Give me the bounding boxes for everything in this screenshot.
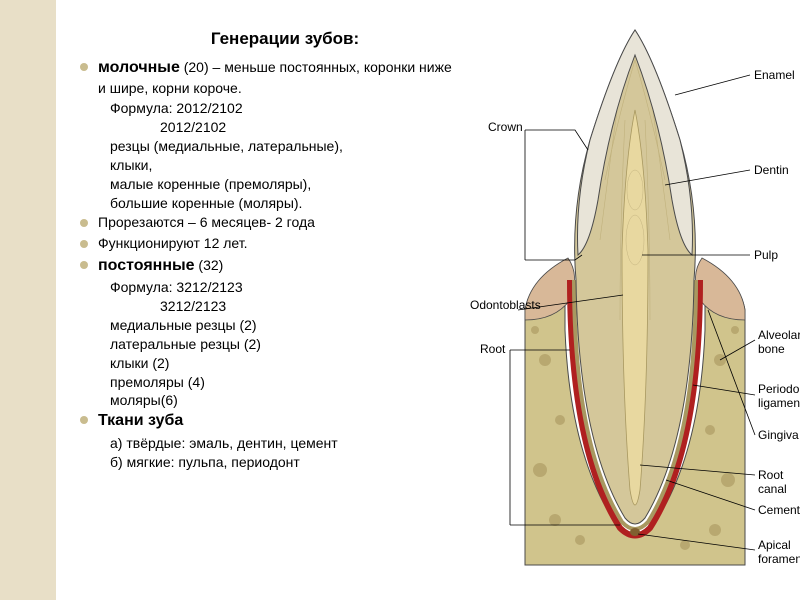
slide-title: Генерации зубов:	[110, 28, 460, 51]
deciduous-formula-2: 2012/2102	[160, 118, 460, 137]
permanent-lateral: латеральные резцы (2)	[110, 335, 460, 354]
deciduous-bold: молочные	[98, 59, 180, 76]
bullet-eruption: Прорезаются – 6 месяцев- 2 года	[80, 213, 460, 232]
background-stripe	[0, 0, 56, 600]
tissues-hard: а) твёрдые: эмаль, дентин, цемент	[110, 434, 460, 453]
label-crown: Crown	[488, 120, 523, 134]
deciduous-molars: большие коренные (моляры).	[110, 194, 460, 213]
label-pulp: Pulp	[754, 248, 778, 262]
label-dentin: Dentin	[754, 163, 789, 177]
label-cementum: Cementum	[758, 503, 800, 517]
label-root-canal: Root canal	[758, 468, 790, 496]
permanent-premolars: премоляры (4)	[110, 373, 460, 392]
label-alveolar-bone: Alveolar bone	[758, 328, 800, 356]
tooth-diagram: Crown Odontoblasts Root Enamel Dentin Pu…	[470, 20, 790, 580]
label-odontoblasts: Odontoblasts	[470, 298, 541, 312]
deciduous-premolars: малые коренные (премоляры),	[110, 175, 460, 194]
permanent-molars: моляры(6)	[110, 391, 460, 410]
deciduous-incisors: резцы (медиальные, латеральные),	[110, 137, 460, 156]
label-enamel: Enamel	[754, 68, 795, 82]
label-root: Root	[480, 342, 505, 356]
deciduous-formula-1: Формула: 2012/2102	[110, 99, 460, 118]
permanent-medial: медиальные резцы (2)	[110, 316, 460, 335]
label-apical-foramen: Apical foramen	[758, 538, 800, 566]
label-periodontal-ligament: Periodontal ligament	[758, 382, 800, 410]
tissues-heading: Ткани зуба	[98, 412, 183, 429]
permanent-formula-1: Формула: 3212/2123	[110, 278, 460, 297]
permanent-rest: (32)	[195, 257, 224, 273]
bullet-permanent: постоянные (32)	[80, 255, 460, 277]
bullet-function: Функционируют 12 лет.	[80, 234, 460, 253]
permanent-canines: клыки (2)	[110, 354, 460, 373]
permanent-bold: постоянные	[98, 257, 195, 274]
tissues-soft: б) мягкие: пульпа, периодонт	[110, 453, 460, 472]
text-column: Генерации зубов: молочные (20) – меньше …	[80, 28, 460, 472]
label-gingiva: Gingiva	[758, 428, 799, 442]
deciduous-canines: клыки,	[110, 156, 460, 175]
bullet-tissues: Ткани зуба	[80, 410, 460, 432]
permanent-formula-2: 3212/2123	[160, 297, 460, 316]
bullet-deciduous: молочные (20) – меньше постоянных, корон…	[80, 57, 460, 97]
